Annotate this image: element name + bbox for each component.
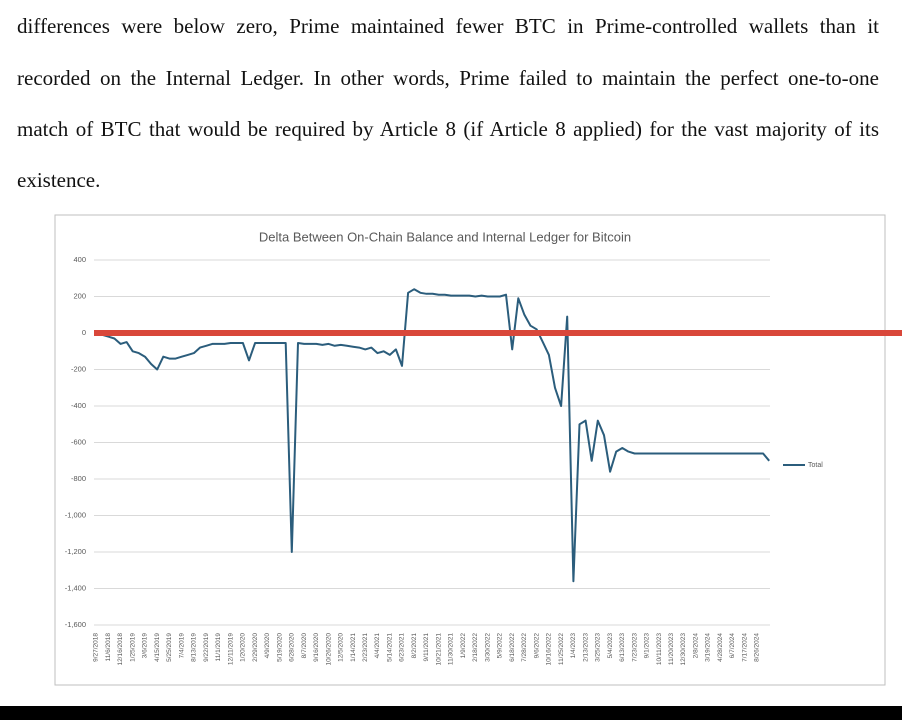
x-tick-label: 5/9/2022	[497, 633, 504, 659]
text-line: recorded on the Internal Ledger. In othe…	[17, 66, 879, 90]
x-tick-label: 7/28/2022	[521, 633, 528, 662]
x-tick-label: 10/21/2021	[435, 633, 442, 666]
x-tick-label: 7/4/2019	[178, 633, 185, 659]
x-tick-label: 8/26/2024	[754, 633, 761, 662]
x-tick-label: 2/8/2024	[692, 633, 699, 659]
y-tick-label: -200	[71, 364, 86, 373]
x-tick-label: 9/1/2023	[644, 633, 651, 659]
x-tick-label: 8/7/2020	[301, 633, 308, 659]
x-tick-label: 11/6/2018	[105, 633, 112, 662]
x-tick-label: 9/6/2022	[533, 633, 540, 659]
legend-label: Total	[808, 462, 823, 469]
y-tick-label: -1,200	[65, 547, 86, 556]
y-tick-label: 0	[82, 328, 86, 337]
chart-frame	[54, 214, 886, 686]
y-tick-label: -1,400	[65, 583, 86, 592]
y-tick-label: -600	[71, 437, 86, 446]
x-tick-label: 3/30/2022	[484, 633, 491, 662]
x-tick-label: 12/11/2019	[227, 633, 234, 665]
chart-title: Delta Between On-Chain Balance and Inter…	[259, 229, 631, 244]
x-tick-label: 4/4/2021	[374, 633, 381, 659]
x-tick-label: 10/26/2020	[325, 633, 332, 666]
x-tick-label: 5/4/2023	[607, 633, 614, 659]
x-tick-label: 10/11/2023	[656, 633, 663, 665]
text-line: differences were below zero, Prime maint…	[17, 14, 879, 38]
x-tick-label: 7/23/2023	[631, 633, 638, 662]
x-tick-label: 5/14/2021	[386, 633, 393, 662]
x-tick-label: 5/25/2019	[166, 633, 173, 662]
x-tick-label: 4/15/2019	[154, 633, 161, 662]
x-tick-label: 11/1/2019	[215, 633, 222, 662]
x-tick-label: 2/18/2022	[472, 633, 479, 662]
text-line: existence.	[17, 168, 101, 192]
x-tick-label: 11/30/2021	[448, 633, 455, 665]
x-tick-label: 11/20/2023	[668, 633, 675, 665]
bottom-band	[0, 706, 902, 720]
x-tick-label: 6/28/2020	[289, 633, 296, 662]
y-tick-label: -1,000	[65, 510, 86, 519]
y-tick-label: -800	[71, 474, 86, 483]
x-tick-label: 4/9/2020	[264, 633, 271, 659]
x-tick-label: 1/25/2019	[129, 633, 136, 662]
x-tick-label: 8/13/2019	[191, 633, 198, 662]
x-tick-label: 1/20/2020	[240, 633, 247, 662]
x-tick-label: 9/11/2021	[423, 633, 430, 662]
x-tick-label: 9/27/2018	[93, 633, 100, 662]
x-tick-label: 6/7/2024	[729, 633, 736, 659]
text-line: match of BTC that would be required by A…	[17, 117, 879, 141]
x-tick-label: 1/9/2022	[460, 633, 467, 659]
x-tick-label: 6/23/2021	[399, 633, 406, 662]
x-tick-label: 2/29/2020	[252, 633, 259, 662]
y-tick-label: 200	[73, 291, 86, 300]
x-tick-label: 1/4/2023	[570, 633, 577, 659]
x-tick-label: 11/25/2022	[558, 633, 565, 665]
x-tick-label: 1/14/2021	[350, 633, 357, 662]
x-tick-label: 8/2/2021	[411, 633, 418, 659]
x-tick-label: 5/19/2020	[276, 633, 283, 662]
x-tick-label: 6/18/2022	[509, 633, 516, 662]
x-tick-label: 12/5/2020	[338, 633, 345, 662]
x-tick-label: 9/16/2020	[313, 633, 320, 662]
data-line	[95, 288, 770, 583]
x-tick-label: 12/16/2018	[117, 633, 124, 666]
x-tick-label: 3/25/2023	[595, 633, 602, 662]
x-tick-label: 2/23/2021	[362, 633, 369, 662]
y-tick-label: -400	[71, 401, 86, 410]
x-tick-label: 10/16/2022	[546, 633, 553, 666]
x-tick-label: 7/17/2024	[741, 633, 748, 662]
x-tick-label: 6/13/2023	[619, 633, 626, 662]
x-tick-label: 3/19/2024	[705, 633, 712, 662]
x-tick-label: 3/6/2019	[142, 633, 149, 659]
x-tick-label: 4/28/2024	[717, 633, 724, 662]
y-tick-label: -1,600	[65, 620, 86, 629]
x-tick-label: 2/13/2023	[582, 633, 589, 662]
y-tick-label: 400	[73, 255, 86, 264]
x-tick-label: 9/22/2019	[203, 633, 210, 662]
x-tick-label: 12/30/2023	[680, 633, 687, 666]
